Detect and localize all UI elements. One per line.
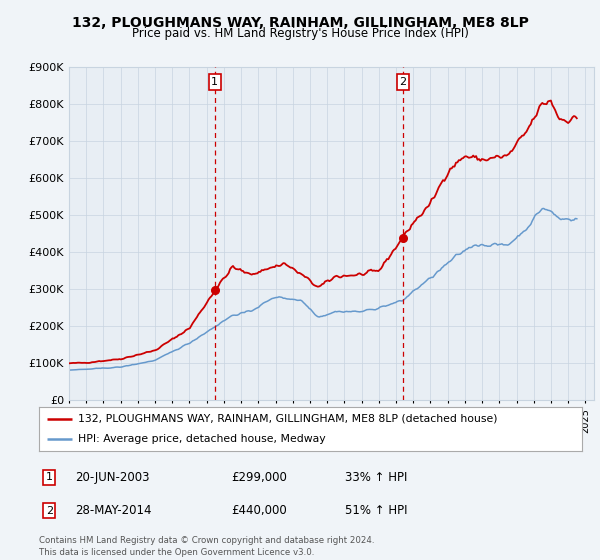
Text: 132, PLOUGHMANS WAY, RAINHAM, GILLINGHAM, ME8 8LP (detached house): 132, PLOUGHMANS WAY, RAINHAM, GILLINGHAM… xyxy=(78,414,497,424)
Text: £299,000: £299,000 xyxy=(231,470,287,484)
Text: 51% ↑ HPI: 51% ↑ HPI xyxy=(345,504,407,517)
Text: 33% ↑ HPI: 33% ↑ HPI xyxy=(345,470,407,484)
Text: 1: 1 xyxy=(211,77,218,87)
Text: 1: 1 xyxy=(46,472,53,482)
Text: 20-JUN-2003: 20-JUN-2003 xyxy=(75,470,149,484)
Text: £440,000: £440,000 xyxy=(231,504,287,517)
Text: Contains HM Land Registry data © Crown copyright and database right 2024.
This d: Contains HM Land Registry data © Crown c… xyxy=(39,536,374,557)
Text: Price paid vs. HM Land Registry's House Price Index (HPI): Price paid vs. HM Land Registry's House … xyxy=(131,27,469,40)
Text: HPI: Average price, detached house, Medway: HPI: Average price, detached house, Medw… xyxy=(78,434,326,444)
Text: 2: 2 xyxy=(400,77,407,87)
Text: 2: 2 xyxy=(46,506,53,516)
Text: 132, PLOUGHMANS WAY, RAINHAM, GILLINGHAM, ME8 8LP: 132, PLOUGHMANS WAY, RAINHAM, GILLINGHAM… xyxy=(71,16,529,30)
Text: 28-MAY-2014: 28-MAY-2014 xyxy=(75,504,151,517)
